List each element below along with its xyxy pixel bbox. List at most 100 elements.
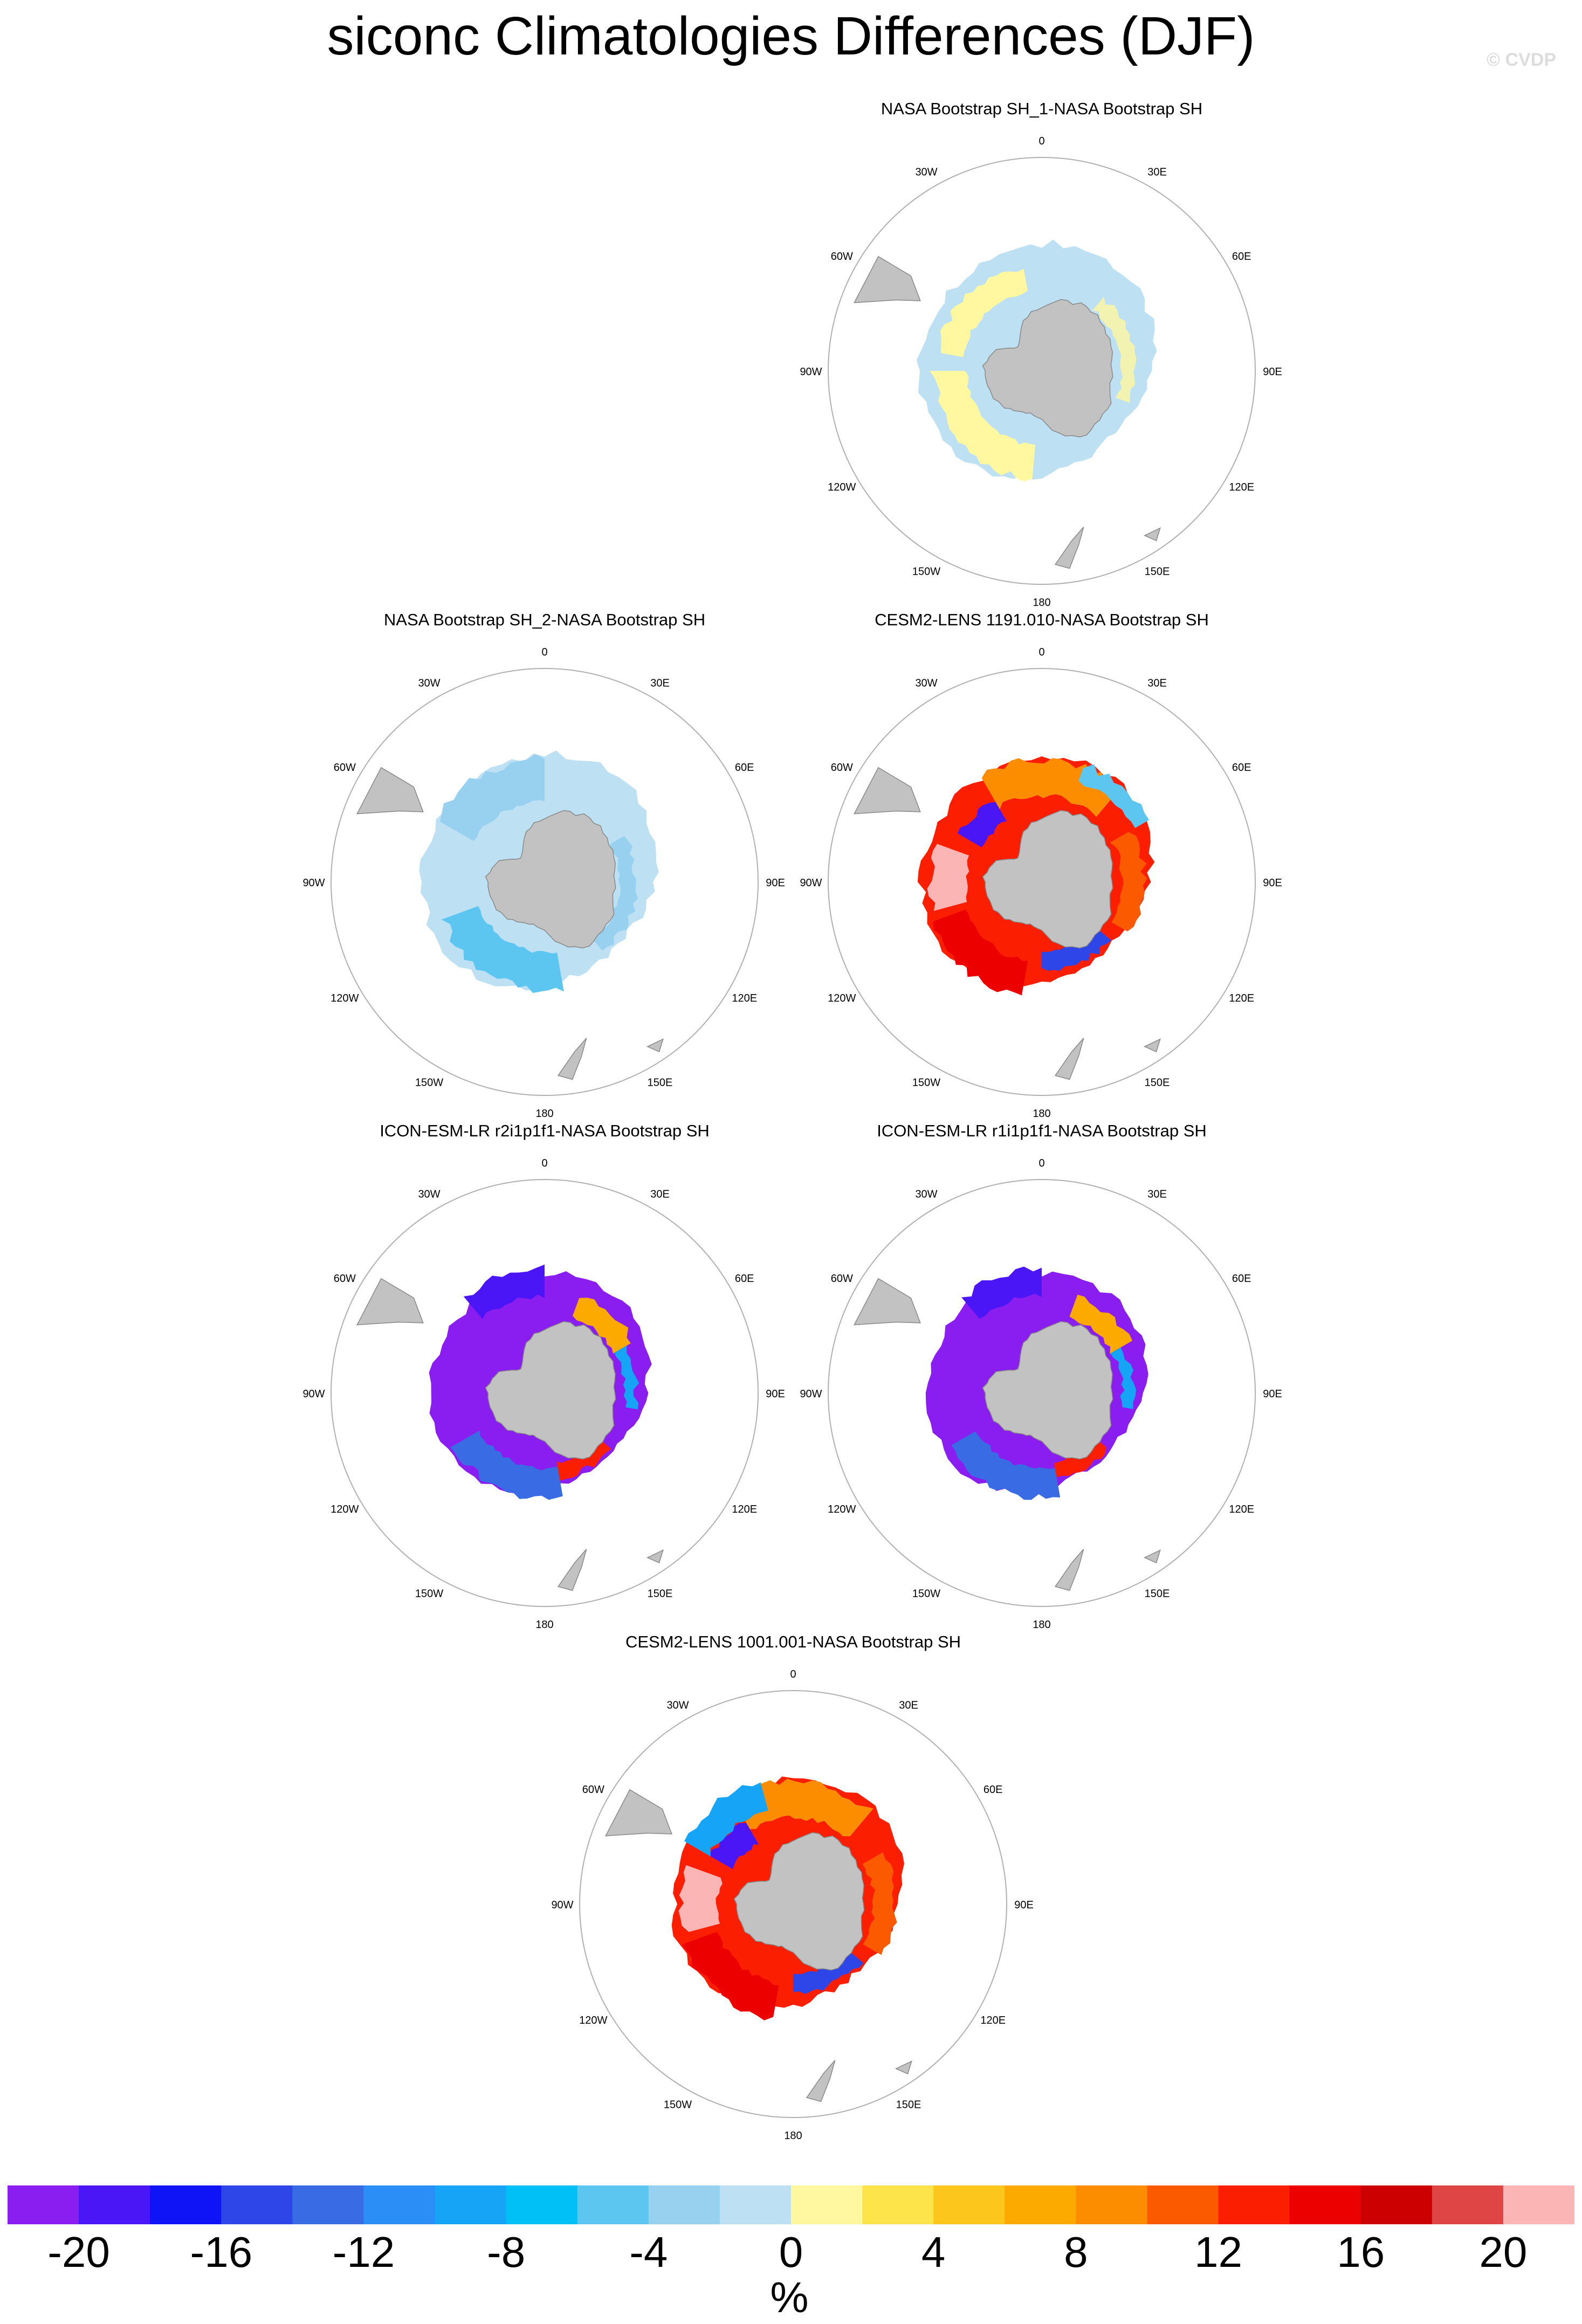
- diff-field-purple: [709, 1823, 759, 1870]
- diff-field-blue: [793, 1948, 864, 1994]
- panel-title: CESM2-LENS 1001.001-NASA Bootstrap SH: [625, 1632, 961, 1651]
- diff-field-deep-blue: [961, 1266, 1042, 1319]
- longitude-label: 0: [541, 1157, 547, 1169]
- colorbar-swatch: [1218, 2185, 1290, 2224]
- colorbar-swatch: [150, 2185, 222, 2224]
- longitude-label: 90W: [800, 366, 822, 378]
- diff-field-blue: [1078, 764, 1150, 828]
- new-zealand-landmass: [557, 1549, 587, 1591]
- longitude-label: 90E: [1263, 1388, 1282, 1400]
- diff-field-red: [682, 1932, 779, 2020]
- longitude-label: 120E: [1229, 992, 1254, 1004]
- diff-field-red: [556, 1439, 611, 1481]
- map-boundary-circle: [331, 668, 759, 1096]
- longitude-label: 30E: [650, 677, 670, 689]
- longitude-label: 90W: [302, 877, 325, 889]
- map-boundary-circle: [579, 1690, 1007, 2118]
- longitude-label: 30W: [666, 1699, 689, 1711]
- colorbar-swatch: [719, 2185, 792, 2224]
- south-america-landmass: [356, 1278, 424, 1326]
- colorbar-swatch: [1289, 2185, 1361, 2224]
- antarctica-landmass: [485, 810, 616, 949]
- longitude-label: 30E: [1147, 166, 1167, 178]
- longitude-label: 60W: [831, 1273, 853, 1285]
- colorbar-swatch: [933, 2185, 1005, 2224]
- longitude-label: 0: [790, 1668, 796, 1680]
- tasmania-landmass: [646, 1038, 664, 1053]
- longitude-label: 60E: [1232, 762, 1251, 774]
- longitude-label: 120E: [732, 992, 757, 1004]
- antarctica-landmass: [982, 810, 1113, 949]
- map-layers: [828, 668, 1256, 1096]
- map-boundary-circle: [828, 1179, 1256, 1607]
- figure-title: siconc Climatologies Differences (DJF): [327, 6, 1255, 66]
- colorbar-swatch: [8, 2185, 79, 2224]
- longitude-label: 120W: [828, 1504, 856, 1515]
- longitude-label: 60E: [983, 1784, 1003, 1796]
- longitude-label: 60E: [1232, 251, 1251, 263]
- longitude-label: 120W: [828, 992, 856, 1004]
- longitude-label: 150E: [1145, 1077, 1170, 1089]
- south-america-landmass: [854, 1278, 921, 1326]
- longitude-label: 60E: [1232, 1273, 1251, 1285]
- panel-title: NASA Bootstrap SH_2-NASA Bootstrap SH: [383, 610, 706, 629]
- longitude-label: 150W: [912, 1588, 940, 1600]
- map-layers: [828, 1179, 1256, 1607]
- colorbar-swatch: [791, 2185, 863, 2224]
- diff-field-orange: [733, 1778, 873, 1837]
- diff-field-blue: [1110, 1347, 1137, 1409]
- longitude-label: 30W: [915, 1188, 937, 1200]
- antarctica-landmass: [982, 299, 1113, 438]
- longitude-label: 180: [535, 1108, 553, 1120]
- longitude-label: 120E: [980, 2015, 1006, 2026]
- longitude-label: 90W: [551, 1899, 573, 1911]
- colorbar-units: %: [770, 2273, 809, 2321]
- new-zealand-landmass: [806, 2060, 836, 2102]
- colorbar-swatch: [506, 2185, 578, 2224]
- colorbar-swatch: [1360, 2185, 1433, 2224]
- colorbar-swatch: [648, 2185, 720, 2224]
- longitude-label: 120W: [331, 1504, 359, 1515]
- diff-field-blue: [684, 1782, 768, 1857]
- diff-field-blue: [951, 1431, 1061, 1500]
- colorbar-tick-label: 8: [1064, 2228, 1088, 2276]
- colorbar-tick-label: -20: [47, 2228, 110, 2276]
- diff-field-red: [933, 909, 1028, 996]
- diff-field-pale-yellow: [930, 371, 1035, 481]
- longitude-label: 90W: [302, 1388, 325, 1400]
- diff-field-orange: [1069, 1294, 1132, 1354]
- colorbar-tick-label: -4: [629, 2228, 668, 2276]
- polar-map: 0 30E 60E 90E 120E 150E 180 150W 120W 90W 60W 30W: [800, 646, 1282, 1120]
- map-boundary-circle: [828, 157, 1256, 585]
- colorbar-tick-label: 4: [921, 2228, 946, 2276]
- map-layers: [828, 157, 1256, 585]
- longitude-label: 150W: [912, 1077, 940, 1089]
- longitude-label: 150E: [896, 2099, 921, 2111]
- longitude-label: 0: [1038, 646, 1044, 658]
- longitude-label: 150E: [648, 1077, 673, 1089]
- colorbar-swatch: [435, 2185, 507, 2224]
- diff-field-purple: [957, 802, 1007, 847]
- diff-field-blue: [614, 1346, 639, 1410]
- colorbar-swatch: [221, 2185, 293, 2224]
- colorbar-swatch: [1432, 2185, 1504, 2224]
- map-layers: [579, 1690, 1007, 2118]
- longitude-label: 150W: [912, 566, 940, 578]
- longitude-label: 90E: [1263, 877, 1282, 889]
- panel-title: CESM2-LENS 1191.010-NASA Bootstrap SH: [875, 610, 1209, 629]
- longitude-label: 150W: [664, 2099, 692, 2111]
- longitude-label: 150E: [1145, 1588, 1170, 1600]
- tasmania-landmass: [1144, 1549, 1161, 1564]
- colorbar-swatch: [363, 2185, 436, 2224]
- tasmania-landmass: [895, 2060, 912, 2075]
- longitude-label: 30W: [915, 677, 937, 689]
- longitude-label: 30E: [899, 1699, 918, 1711]
- new-zealand-landmass: [1054, 527, 1084, 569]
- colorbar-swatch: [862, 2185, 934, 2224]
- diff-field-pink: [678, 1865, 723, 1932]
- longitude-label: 120E: [732, 1504, 757, 1515]
- longitude-label: 180: [1033, 1108, 1050, 1120]
- panel-title: ICON-ESM-LR r1i1p1f1-NASA Bootstrap SH: [877, 1121, 1207, 1140]
- longitude-label: 0: [1038, 135, 1044, 147]
- longitude-label: 180: [1033, 597, 1050, 609]
